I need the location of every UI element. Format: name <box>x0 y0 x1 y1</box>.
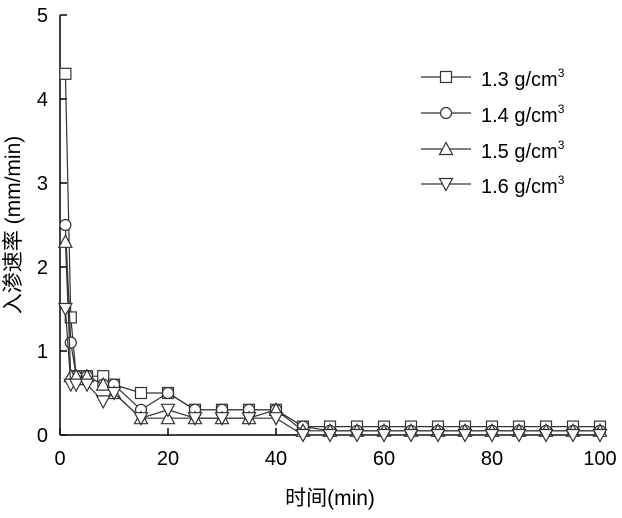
data-point <box>57 234 73 248</box>
series-line <box>64 224 600 432</box>
legend-label-3: 1.5 g/cm3 <box>481 138 565 163</box>
data-point <box>59 218 72 232</box>
legend-label-1: 1.3 g/cm3 <box>481 66 565 91</box>
data-point <box>134 386 148 400</box>
legend-label-2: 1.4 g/cm3 <box>481 102 565 127</box>
data-point <box>160 410 176 425</box>
data-point <box>59 67 72 80</box>
y-tick-label: 0 <box>37 425 48 447</box>
legend-marker <box>439 106 453 120</box>
legend-item-2: 1.4 g/cm3 <box>421 102 565 127</box>
x-tick-label: 40 <box>265 448 287 470</box>
y-tick-label: 1 <box>37 341 48 363</box>
data-point <box>214 412 230 426</box>
data-point <box>68 378 84 393</box>
series-2 <box>59 218 607 437</box>
data-point <box>160 403 176 418</box>
legend-marker-square-icon <box>421 70 471 84</box>
x-tick-label: 20 <box>157 448 179 470</box>
data-point <box>295 428 311 443</box>
legend: 1.3 g/cm3 1.4 g/cm3 1.5 g/cm3 1.6 g/cm3 <box>421 66 565 198</box>
y-tick-label: 3 <box>37 173 48 195</box>
data-point <box>376 428 392 443</box>
series-line <box>64 241 600 432</box>
legend-marker <box>438 141 454 156</box>
y-tick-label: 2 <box>37 257 48 279</box>
data-point <box>484 428 500 443</box>
data-point <box>268 412 284 426</box>
data-point <box>457 428 473 443</box>
y-axis-title: 入渗速率 (mm/min) <box>2 136 25 314</box>
data-point <box>64 311 77 324</box>
legend-marker <box>438 177 454 192</box>
series-4 <box>57 302 608 443</box>
x-axis-title: 时间(min) <box>285 487 375 510</box>
x-tick-label: 80 <box>481 448 503 470</box>
data-point <box>187 412 203 426</box>
data-point <box>106 386 122 401</box>
data-point <box>538 428 554 443</box>
data-point <box>95 376 111 391</box>
data-point <box>79 378 95 393</box>
data-point <box>95 395 111 410</box>
legend-marker-triangle-down-icon <box>421 177 471 192</box>
data-point <box>430 428 446 443</box>
legend-marker <box>439 70 453 84</box>
legend-marker-triangle-up-icon <box>421 141 471 156</box>
data-point <box>161 386 175 400</box>
legend-marker-circle-icon <box>421 106 471 120</box>
data-point <box>322 428 338 443</box>
x-tick-label: 0 <box>54 448 65 470</box>
x-axis-ticks: 0 20 40 60 80 100 <box>54 428 617 470</box>
data-point <box>133 412 149 426</box>
data-point <box>592 428 608 443</box>
y-tick-label: 4 <box>37 89 48 111</box>
series-layer <box>57 67 608 443</box>
data-point <box>511 428 527 443</box>
data-point <box>57 302 73 317</box>
data-point <box>349 428 365 443</box>
y-tick-label: 5 <box>37 5 48 27</box>
legend-label-4: 1.6 g/cm3 <box>481 173 565 198</box>
data-point <box>241 412 257 426</box>
legend-item-4: 1.6 g/cm3 <box>421 173 565 198</box>
legend-item-1: 1.3 g/cm3 <box>421 66 565 91</box>
x-tick-label: 100 <box>583 448 616 470</box>
legend-item-3: 1.5 g/cm3 <box>421 138 565 163</box>
data-point <box>565 428 581 443</box>
data-point <box>403 428 419 443</box>
x-tick-label: 60 <box>373 448 395 470</box>
